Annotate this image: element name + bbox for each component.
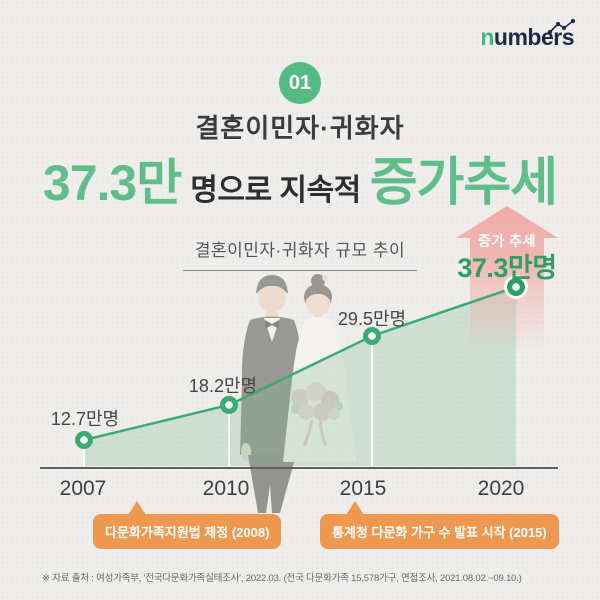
callout-pointer-2008 [128, 501, 146, 515]
headline-value: 37.3만 [42, 155, 182, 211]
up-arrow [456, 206, 558, 430]
callout-pointer-2015 [346, 501, 364, 515]
annotation-badge-2015: 통계청 다문화 가구 수 발표 시작 (2015) [320, 514, 559, 549]
axis-label-2007: 2007 [59, 477, 107, 500]
axis-label-2010: 2010 [202, 477, 250, 500]
wedding-couple-illustration [240, 274, 357, 513]
data-point-markers [75, 275, 528, 449]
logo-text: umbers [493, 24, 575, 50]
data-label-2007: 12.7만명 [50, 409, 120, 429]
trend-arrow-label: 증가 추세 [478, 233, 536, 249]
area-fill [84, 287, 516, 466]
headline-middle: 명으로 지속적 [190, 174, 361, 207]
headline: 37.3만 명으로 지속적 증가추세 [0, 140, 600, 215]
section-number-badge: 01 [279, 62, 321, 104]
headline-emphasis: 증가추세 [369, 154, 558, 212]
source-note: ※ 자료 출처 : 여성가족부, '전국다문화가족실태조사', 2022.03.… [42, 573, 522, 584]
axis-label-2020: 2020 [477, 477, 525, 500]
logo-letter-n: n [480, 24, 494, 50]
point-guide-lines [83, 345, 373, 466]
bride-figure [283, 274, 357, 462]
brand-logo: numbers [480, 18, 576, 51]
axis-label-2015: 2015 [339, 477, 387, 500]
data-label-2010: 18.2만명 [188, 376, 258, 396]
bouquet [291, 382, 343, 447]
trend-line [83, 285, 517, 442]
sparkline-icon [547, 18, 576, 35]
chart-title-wrap: 결혼이민자·귀화자 규모 추이 [0, 236, 600, 271]
data-label-2020: 37.3만명 [457, 253, 557, 283]
chart-title: 결혼이민자·귀화자 규모 추이 [182, 236, 418, 271]
page-subtitle: 결혼이민자·귀화자 [195, 113, 405, 143]
annotation-badge-2008: 다문화가족지원법 제정 (2008) [93, 514, 282, 549]
data-label-2015: 29.5만명 [337, 309, 407, 329]
